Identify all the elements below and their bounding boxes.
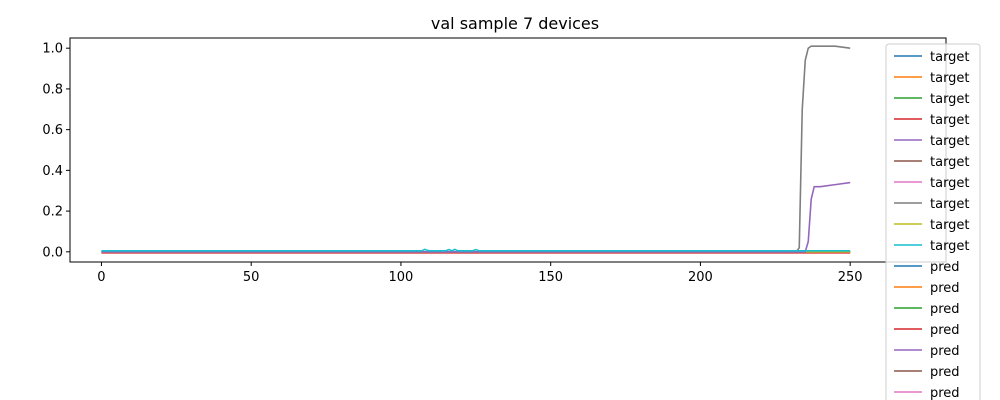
legend-label: target [930,71,970,86]
legend: target target target target target target targ… [885,43,981,400]
legend-label: target [930,134,970,149]
legend-label: target [930,155,970,170]
x-tick-label: 50 [243,270,260,285]
legend-label: target [930,113,970,128]
legend-label: pred [930,365,960,380]
x-tick-label: 250 [838,270,863,285]
y-tick-label: 0.2 [42,205,63,220]
legend-label: pred [930,386,960,400]
y-tick-label: 0.0 [42,245,63,260]
series-line-8 [101,181,851,253]
x-axis: 0 50 100 150 200 250 [97,262,863,285]
legend-label: pred [930,260,960,275]
legend-label: target [930,197,970,212]
y-tick-label: 0.8 [42,82,63,97]
axes-frame [69,37,947,263]
y-axis: 0.0 0.2 0.4 0.6 0.8 1.0 [42,42,70,260]
legend-label: target [930,50,970,65]
legend-label: target [930,239,970,254]
x-tick-label: 0 [97,270,105,285]
x-tick-label: 100 [389,270,414,285]
y-tick-label: 1.0 [42,42,63,57]
x-tick-label: 200 [688,270,713,285]
series-line-9 [101,248,851,252]
x-tick-label: 150 [538,270,563,285]
legend-label: pred [930,281,960,296]
legend-box [885,43,981,400]
legend-label: pred [930,323,960,338]
plot-area [101,45,851,254]
chart-title: val sample 7 devices [431,14,599,33]
y-tick-label: 0.4 [42,164,63,179]
legend-label: target [930,92,970,107]
legend-label: target [930,218,970,233]
y-tick-label: 0.6 [42,123,63,138]
legend-label: target [930,176,970,191]
legend-label: pred [930,344,960,359]
legend-label: pred [930,302,960,317]
series-line-7 [101,45,851,253]
